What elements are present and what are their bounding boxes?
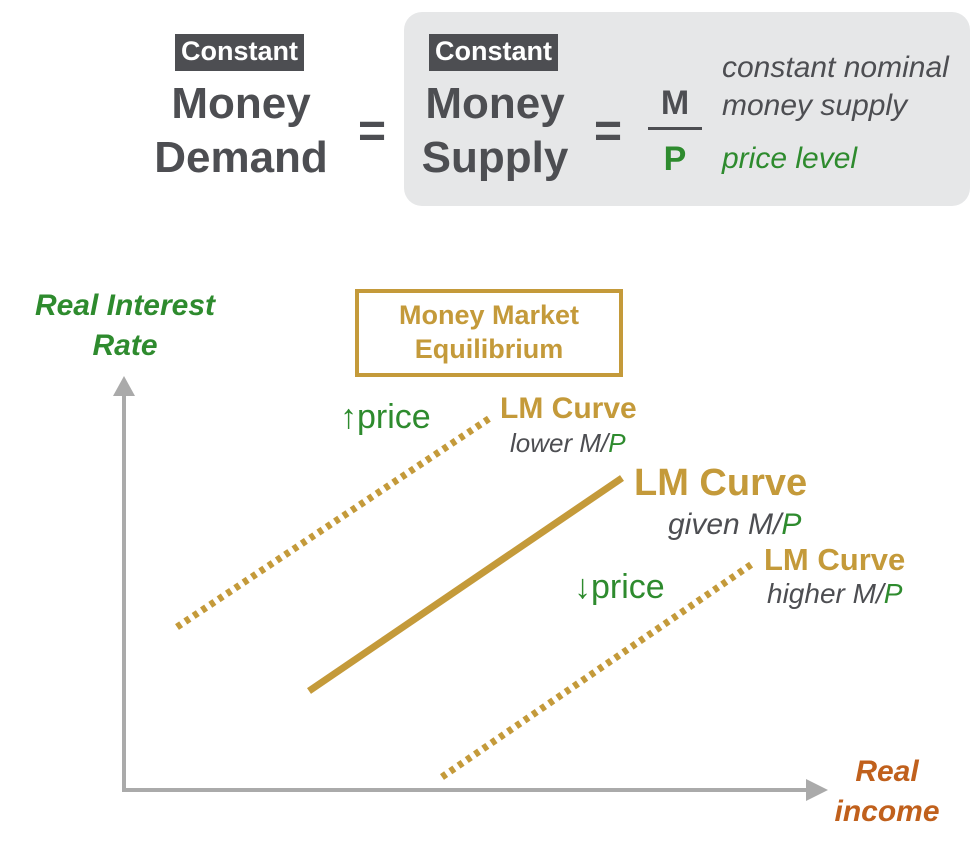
lm-curve-higher-sub-p: P [883,578,903,609]
lm-curve-given-sub-p: P [781,508,802,541]
lm-curve-higher-mp [440,561,754,780]
lm-curve-given-subtitle: given M/P [668,510,801,540]
y-axis-label-line1: Real Interest [34,289,216,322]
equals-sign-1: = [358,105,387,158]
equilibrium-box-line1: Money Market [398,300,580,331]
fraction-bar [648,127,702,130]
money-demand-line2: Demand [154,132,328,182]
price-level-note: price level [722,142,858,175]
lm-curve-lower-sub-prefix: lower M/ [510,428,609,458]
x-axis-label-line1: Real [855,755,919,788]
lm-curve-higher-sub-prefix: higher M/ [767,578,884,609]
money-demand-line1: Money [171,79,311,128]
x-axis-label: Real income [812,752,962,831]
nominal-money-note-line1: constant nominal [722,51,949,84]
fraction-numerator: M [660,84,690,122]
equals-sign-2: = [594,105,623,158]
money-supply-line2: Supply [421,132,569,182]
y-axis-label: Real Interest Rate [10,286,240,365]
money-supply-label: Money Supply [410,77,580,184]
y-axis-label-line2: Rate [92,328,158,362]
price-down-label: ↓price [574,568,665,606]
lm-curve-higher-title: LM Curve [764,542,906,577]
constant-badge-demand: Constant [175,34,304,71]
money-market-equilibrium-box: Money Market Equilibrium [355,289,623,377]
x-axis-arrow-icon [806,779,828,801]
nominal-money-note-line2: money supply [722,88,908,122]
price-up-label: ↑price [340,398,431,436]
fraction-denominator: P [663,140,687,178]
lm-curve-lower-mp [175,415,492,630]
lm-curve-higher-subtitle: higher M/P [767,580,902,608]
money-demand-label: Money Demand [140,77,342,184]
y-axis-arrow-icon [113,376,135,396]
constant-badge-supply: Constant [429,34,558,71]
lm-curve-lower-subtitle: lower M/P [510,430,626,456]
lm-curve-lower-sub-p: P [608,428,626,458]
nominal-money-note: constant nominal money supply [722,49,949,124]
x-axis-label-line2: income [834,794,940,828]
lm-curve-given-title: LM Curve [634,462,808,504]
lm-curve-given-sub-prefix: given M/ [668,508,782,541]
equilibrium-box-line2: Equilibrium [414,334,564,364]
money-supply-line1: Money [425,79,565,128]
lm-curve-lower-title: LM Curve [500,392,637,425]
lm-curve-given-mp [307,475,624,694]
